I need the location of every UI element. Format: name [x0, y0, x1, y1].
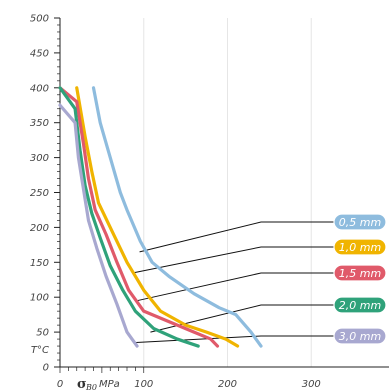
legend-label-4: 3,0 mm	[339, 330, 381, 343]
y-tick-label: 250	[30, 188, 49, 199]
x-axis-label: MPa	[99, 379, 120, 390]
x-axis-symbol: σ	[77, 377, 87, 392]
y-tick-label: 100	[30, 293, 49, 304]
legend-label-2: 1,5 mm	[339, 267, 381, 280]
series-line-0	[91, 86, 263, 348]
legend-badge-3	[333, 296, 387, 314]
y-axis-label: T°C	[31, 345, 49, 356]
legend-label-1: 1,0 mm	[339, 241, 381, 254]
leader-line-4	[133, 335, 340, 344]
series-line-3	[58, 86, 200, 348]
legend-badge-1	[333, 238, 387, 256]
x-tick-label: 300	[302, 379, 321, 390]
legend-badge-0	[333, 213, 387, 231]
y-tick-label: 450	[30, 48, 49, 59]
y-tick-label: 350	[30, 118, 49, 129]
y-tick-label: 150	[30, 258, 49, 269]
y-tick-label: 400	[30, 83, 49, 94]
leader-line-2	[136, 272, 340, 302]
series-line-1	[75, 86, 240, 348]
leader-line-3	[150, 304, 340, 333]
legend-badge-4	[333, 327, 387, 345]
x-tick-label: 200	[218, 379, 237, 390]
legend-label-0: 0,5 mm	[339, 216, 381, 229]
leader-line-1	[133, 246, 340, 274]
legend-label-3: 2,0 mm	[339, 299, 381, 312]
series-line-2	[58, 86, 220, 348]
x-axis-subscript: B0	[85, 383, 97, 392]
x-tick-label: 0	[57, 379, 63, 390]
leader-line-0	[139, 221, 340, 253]
y-tick-label: 200	[30, 223, 49, 234]
y-tick-label: 500	[30, 14, 49, 25]
y-tick-label: 0	[43, 363, 49, 374]
y-tick-label: 50	[36, 328, 49, 339]
series-line-4	[58, 103, 139, 348]
x-tick-label: 100	[134, 379, 153, 390]
y-tick-label: 300	[30, 153, 49, 164]
legend-badge-2	[333, 264, 387, 282]
